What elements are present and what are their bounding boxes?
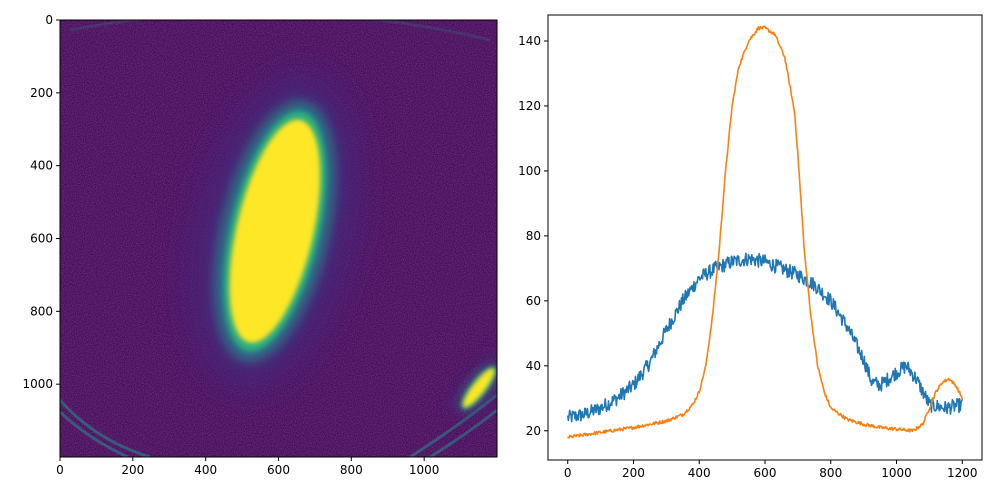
x-tick-label: 200 <box>622 466 645 480</box>
y-tick-label: 40 <box>526 359 541 373</box>
x-tick-label: 1200 <box>947 466 978 480</box>
x-tick-label: 400 <box>194 463 217 477</box>
stripe-bottom-right-2 <box>429 408 497 457</box>
series-line-1 <box>566 252 964 423</box>
x-tick-label: 200 <box>121 463 144 477</box>
y-tick-label: 140 <box>518 34 541 48</box>
x-tick-label: 0 <box>56 463 64 477</box>
x-tick-label: 800 <box>819 466 842 480</box>
x-tick-label: 400 <box>688 466 711 480</box>
heatmap-x-axis: 0 200 400 600 800 1000 <box>56 457 439 477</box>
y-tick-label: 200 <box>30 86 53 100</box>
y-tick-label: 1000 <box>22 377 53 391</box>
x-tick-label: 1000 <box>881 466 912 480</box>
heatmap-image: 0 200 400 600 800 1000 0 200 400 600 800 1000 <box>22 13 498 477</box>
secondary-spot-core <box>463 368 495 408</box>
x-tick-label: 600 <box>267 463 290 477</box>
x-tick-label: 1000 <box>409 463 440 477</box>
stripe-bottom-left-2 <box>60 410 129 457</box>
heatmap-y-axis: 0 200 400 600 800 1000 <box>22 13 60 391</box>
line-y-axis: 20 40 60 80 100 120 140 <box>518 34 548 438</box>
y-tick-label: 0 <box>45 13 53 27</box>
y-tick-label: 400 <box>30 159 53 173</box>
x-tick-label: 800 <box>340 463 363 477</box>
y-tick-label: 80 <box>526 229 541 243</box>
line-chart: 0 200 400 600 800 1000 1200 20 40 60 80 100 120 140 <box>518 14 983 480</box>
heatmap-features <box>189 72 497 416</box>
y-tick-label: 800 <box>30 304 53 318</box>
main-beam-spot-core <box>229 119 321 343</box>
y-tick-label: 60 <box>526 294 541 308</box>
series-line-2 <box>567 25 964 439</box>
y-tick-label: 120 <box>518 99 541 113</box>
y-tick-label: 20 <box>526 424 541 438</box>
stripe-bottom-left-1 <box>60 399 151 457</box>
y-tick-label: 600 <box>30 232 53 246</box>
ring-edge <box>69 20 491 42</box>
line-x-axis: 0 200 400 600 800 1000 1200 <box>564 460 978 480</box>
plot-area <box>548 15 982 460</box>
stripe-bottom-right-1 <box>409 393 497 457</box>
edge-artefacts <box>60 20 497 457</box>
y-tick-label: 100 <box>518 164 541 178</box>
x-tick-label: 0 <box>564 466 572 480</box>
x-tick-label: 600 <box>754 466 777 480</box>
